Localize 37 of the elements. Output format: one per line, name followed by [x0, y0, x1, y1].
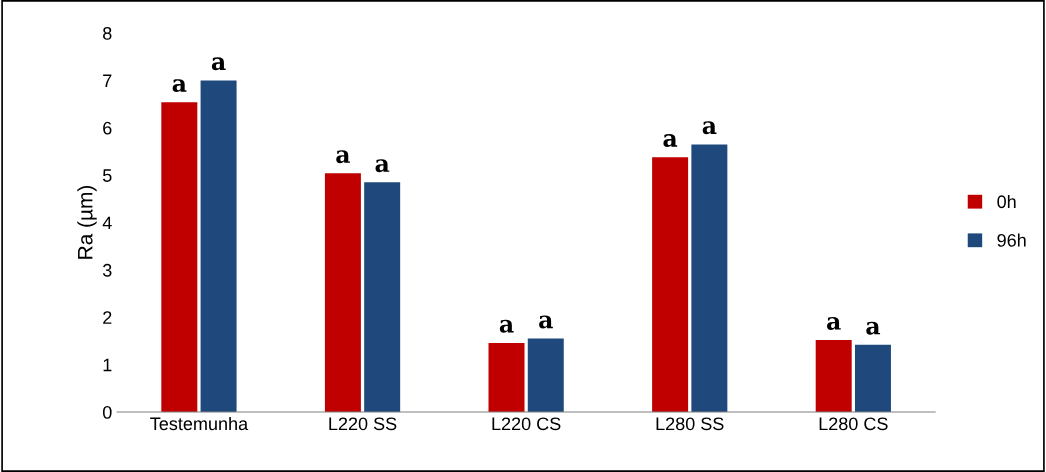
y-tick-label: 8 — [103, 26, 112, 40]
bar — [527, 338, 564, 413]
y-tick-label: 3 — [102, 263, 112, 277]
bar — [652, 157, 689, 413]
y-tick-label: 5 — [102, 169, 112, 182]
y-tick-label: 4 — [102, 216, 112, 230]
data-label: a — [866, 321, 881, 335]
data-label: a — [172, 79, 187, 93]
data-label: a — [827, 316, 841, 330]
legend-label: 0h — [997, 194, 1016, 209]
bar — [161, 102, 198, 413]
bar — [815, 340, 852, 413]
y-tick-label: 1 — [103, 358, 112, 372]
data-label: a — [539, 315, 553, 329]
x-tick-label: L220 CS — [492, 417, 561, 431]
y-tick-label: 0 — [102, 405, 112, 419]
bar — [854, 344, 891, 413]
bar — [364, 182, 401, 413]
x-tick-label: L220 SS — [329, 417, 397, 431]
x-tick-label: Testemunha — [150, 416, 249, 431]
data-label: a — [336, 150, 351, 164]
data-label: a — [499, 319, 514, 333]
data-label: a — [663, 134, 678, 148]
bar — [200, 80, 237, 413]
bar — [324, 173, 361, 413]
legend-label: 96h — [997, 233, 1026, 247]
data-label: a — [375, 159, 390, 173]
y-tick-label: 6 — [103, 121, 112, 135]
y-tick-label: 7 — [103, 74, 112, 87]
y-axis-title: Ra (µm) — [77, 186, 97, 259]
bar — [488, 342, 525, 413]
bar — [691, 144, 728, 413]
x-tick-label: L280 SS — [656, 417, 724, 431]
data-label: a — [702, 121, 717, 135]
x-tick-label: L280 CS — [819, 417, 888, 431]
data-label: a — [211, 57, 226, 71]
y-tick-label: 2 — [103, 311, 112, 324]
